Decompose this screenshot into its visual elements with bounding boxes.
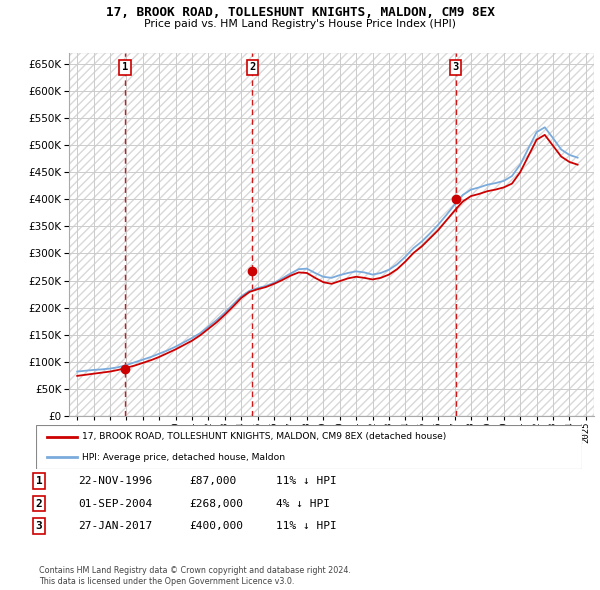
Text: 2: 2 [35, 499, 43, 509]
FancyBboxPatch shape [36, 425, 582, 469]
Text: Price paid vs. HM Land Registry's House Price Index (HPI): Price paid vs. HM Land Registry's House … [144, 19, 456, 29]
Text: 3: 3 [452, 62, 459, 72]
Text: 27-JAN-2017: 27-JAN-2017 [78, 521, 152, 531]
Text: £400,000: £400,000 [189, 521, 243, 531]
Text: 1: 1 [35, 476, 43, 486]
Text: 22-NOV-1996: 22-NOV-1996 [78, 476, 152, 486]
Text: 1: 1 [122, 62, 128, 72]
Text: 11% ↓ HPI: 11% ↓ HPI [276, 521, 337, 531]
Text: This data is licensed under the Open Government Licence v3.0.: This data is licensed under the Open Gov… [39, 577, 295, 586]
Text: 17, BROOK ROAD, TOLLESHUNT KNIGHTS, MALDON, CM9 8EX: 17, BROOK ROAD, TOLLESHUNT KNIGHTS, MALD… [106, 6, 494, 19]
Text: 01-SEP-2004: 01-SEP-2004 [78, 499, 152, 509]
Text: Contains HM Land Registry data © Crown copyright and database right 2024.: Contains HM Land Registry data © Crown c… [39, 566, 351, 575]
Text: £87,000: £87,000 [189, 476, 236, 486]
Text: 17, BROOK ROAD, TOLLESHUNT KNIGHTS, MALDON, CM9 8EX (detached house): 17, BROOK ROAD, TOLLESHUNT KNIGHTS, MALD… [82, 432, 446, 441]
Text: 4% ↓ HPI: 4% ↓ HPI [276, 499, 330, 509]
Text: 11% ↓ HPI: 11% ↓ HPI [276, 476, 337, 486]
Text: 3: 3 [35, 521, 43, 531]
Text: HPI: Average price, detached house, Maldon: HPI: Average price, detached house, Mald… [82, 453, 286, 461]
Text: 2: 2 [249, 62, 256, 72]
Text: £268,000: £268,000 [189, 499, 243, 509]
